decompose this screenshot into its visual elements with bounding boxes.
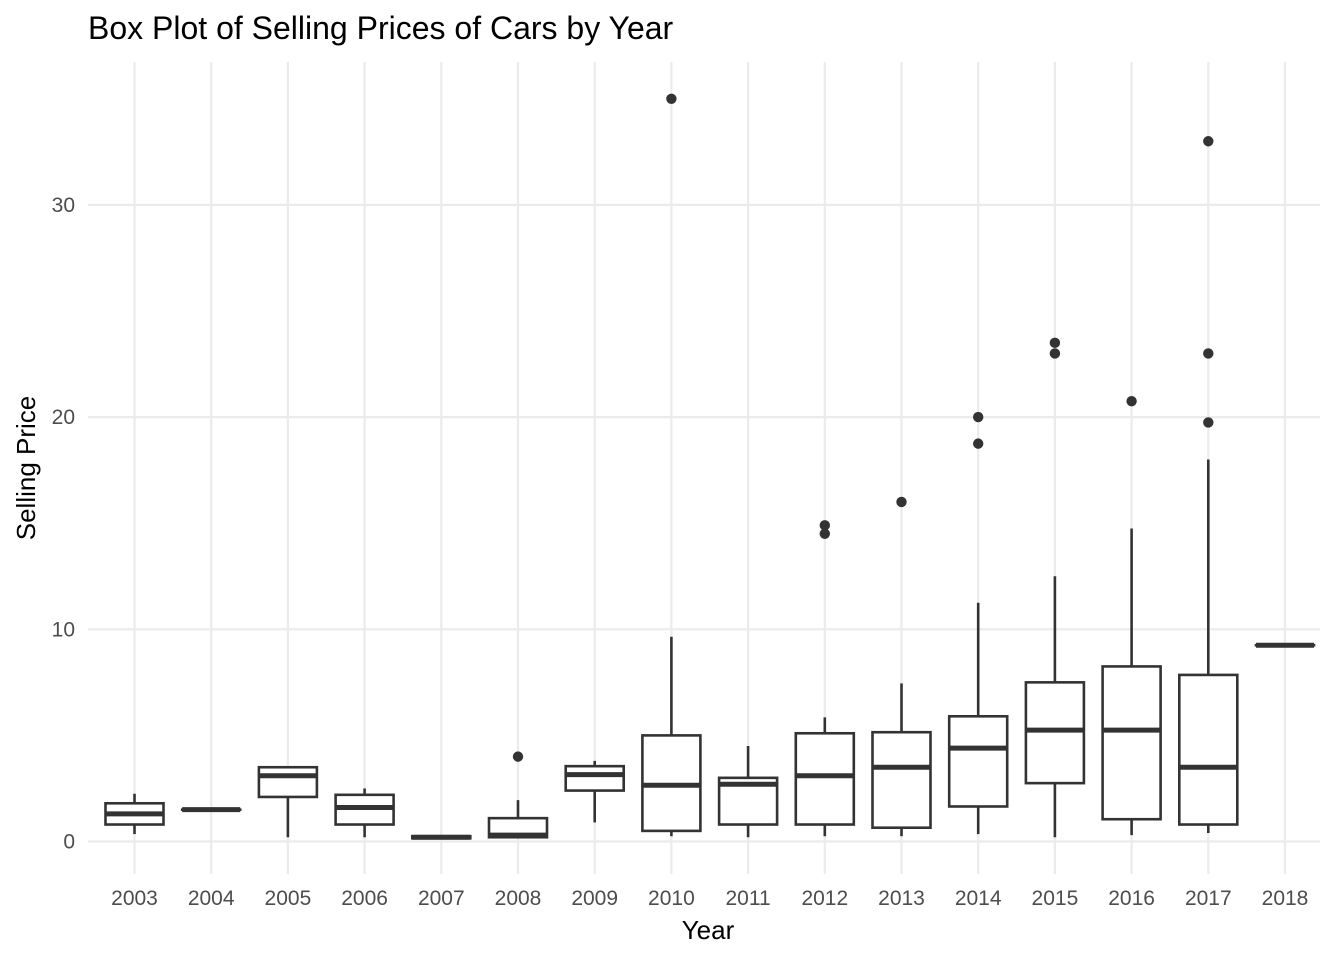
x-tick-label: 2007 (418, 887, 465, 910)
x-tick-label: 2014 (955, 887, 1002, 910)
box-iqr (1024, 681, 1086, 785)
y-axis-ticks: 0 10 20 30 (52, 194, 75, 854)
x-tick-label: 2005 (265, 887, 312, 910)
box-group (1101, 395, 1162, 836)
x-tick-label: 2013 (878, 887, 925, 910)
box-group (794, 520, 856, 837)
y-tick-label: 30 (52, 194, 75, 217)
box-group (641, 93, 702, 837)
box-group (487, 751, 549, 839)
outlier-point (896, 496, 907, 508)
outlier-point (666, 93, 677, 105)
box-iqr (871, 730, 932, 830)
outlier-point (819, 528, 830, 540)
box-group (717, 746, 779, 838)
x-tick-label: 2004 (188, 887, 235, 910)
box-group (871, 496, 932, 837)
box-group (104, 793, 165, 835)
box-group (257, 765, 319, 838)
box-group (334, 788, 395, 838)
x-tick-label: 2012 (801, 887, 848, 910)
outlier-point (1049, 348, 1061, 359)
box-group (1178, 136, 1239, 834)
box-plot-series (104, 93, 1316, 840)
chart-title: Box Plot of Selling Prices of Cars by Ye… (88, 10, 674, 46)
x-tick-label: 2017 (1185, 887, 1232, 910)
box-group (947, 411, 1009, 835)
box-iqr (257, 765, 319, 799)
box-iqr (947, 715, 1009, 808)
x-tick-label: 2003 (111, 887, 158, 910)
x-tick-label: 2015 (1032, 887, 1079, 910)
x-tick-label: 2009 (571, 887, 618, 910)
box-group (1024, 337, 1086, 838)
y-tick-label: 10 (52, 618, 75, 641)
outlier-point (973, 411, 984, 423)
x-tick-label: 2018 (1262, 887, 1309, 910)
box-group (410, 834, 472, 840)
x-tick-label: 2010 (648, 887, 695, 910)
outlier-point (1203, 136, 1214, 147)
x-axis-ticks: 2003 2004 2005 2006 2007 2008 2009 2010 2011 2012… (111, 887, 1308, 910)
box-iqr (794, 731, 856, 826)
outlier-point (1203, 348, 1214, 359)
x-tick-label: 2011 (726, 887, 771, 910)
box-iqr (1178, 673, 1239, 826)
outlier-point (819, 520, 830, 531)
outlier-point (1203, 417, 1214, 428)
outlier-point (1049, 337, 1061, 349)
y-axis-title: Selling Price (11, 396, 41, 541)
box-iqr (1101, 665, 1162, 821)
outlier-point (1126, 395, 1137, 407)
x-tick-label: 2006 (341, 887, 388, 910)
y-tick-label: 0 (63, 831, 75, 854)
outlier-point (512, 751, 524, 762)
box-group (564, 760, 626, 823)
x-axis-title: Year (682, 915, 735, 945)
box-iqr (564, 764, 626, 792)
y-tick-label: 20 (52, 406, 75, 429)
outlier-point (973, 438, 984, 449)
x-tick-label: 2016 (1108, 887, 1155, 910)
x-tick-label: 2008 (495, 887, 542, 910)
